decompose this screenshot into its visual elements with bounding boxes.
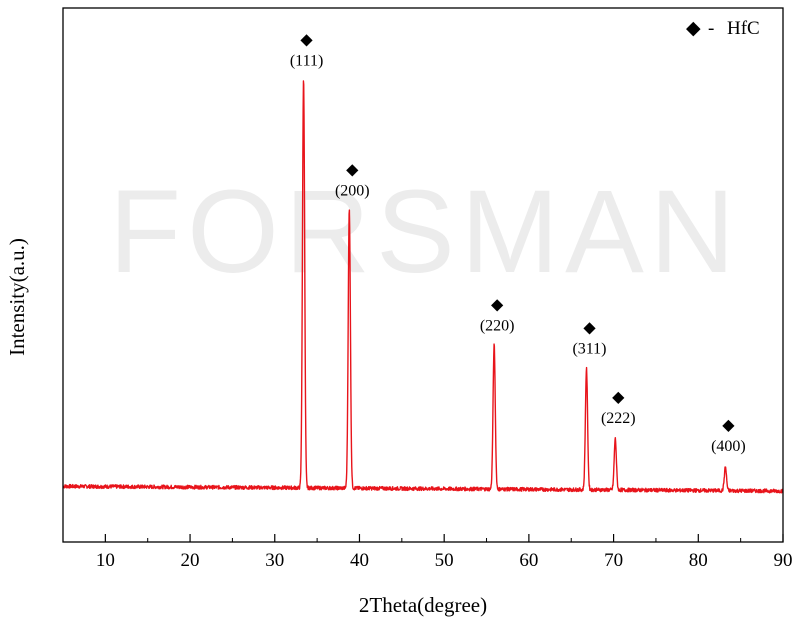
peak-label: (400) — [711, 438, 746, 455]
series-line-hfc — [62, 80, 784, 494]
peak-marker-icon: ◆ — [612, 389, 625, 406]
peak-label: (200) — [335, 183, 370, 200]
x-tick-label: 10 — [96, 550, 115, 571]
x-tick-label: 20 — [181, 550, 200, 571]
peak-label: (222) — [601, 410, 636, 427]
x-tick-label: 40 — [350, 550, 369, 571]
y-axis-title: Intensity(a.u.) — [5, 238, 29, 356]
peak-marker-icon: ◆ — [722, 417, 735, 434]
x-tick-label: 80 — [689, 550, 708, 571]
peak-labels: ◆ (111) ◆ (200) ◆ (220) ◆ (311) ◆ (222) ◆ (400) — [290, 32, 746, 455]
plot-layer — [62, 80, 784, 494]
x-axis-ticks: 10 20 30 40 50 60 70 80 90 — [62, 534, 793, 571]
x-tick-label: 60 — [519, 550, 538, 571]
legend: ◆ - HfC — [686, 18, 760, 39]
legend-label: HfC — [727, 18, 760, 39]
peak-marker-icon: ◆ — [300, 32, 313, 49]
x-tick-label: 90 — [774, 550, 793, 571]
x-tick-label: 70 — [604, 550, 623, 571]
peak-marker-icon: ◆ — [491, 296, 504, 313]
legend-separator: - — [708, 18, 714, 39]
x-tick-label: 30 — [265, 550, 284, 571]
x-tick-label: 50 — [435, 550, 454, 571]
plot-frame — [62, 7, 784, 543]
watermark-text: FORSMAN — [109, 166, 741, 298]
peak-label: (220) — [480, 317, 515, 334]
peak-label: (111) — [290, 53, 323, 70]
peak-marker-icon: ◆ — [583, 320, 596, 337]
legend-marker-icon: ◆ — [686, 18, 701, 39]
peak-label: (311) — [572, 341, 606, 358]
peak-marker-icon: ◆ — [346, 162, 359, 179]
x-axis-title: 2Theta(degree) — [359, 593, 487, 617]
